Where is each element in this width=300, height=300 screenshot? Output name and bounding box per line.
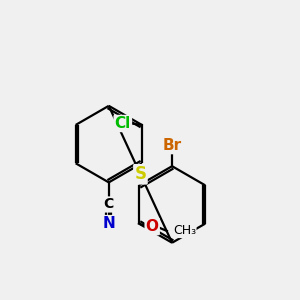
Text: O: O	[146, 219, 159, 234]
Text: C: C	[104, 197, 114, 212]
Text: N: N	[102, 216, 115, 231]
Text: Cl: Cl	[115, 116, 131, 131]
Text: Br: Br	[163, 138, 182, 153]
Text: CH₃: CH₃	[173, 224, 196, 238]
Text: S: S	[134, 165, 146, 183]
